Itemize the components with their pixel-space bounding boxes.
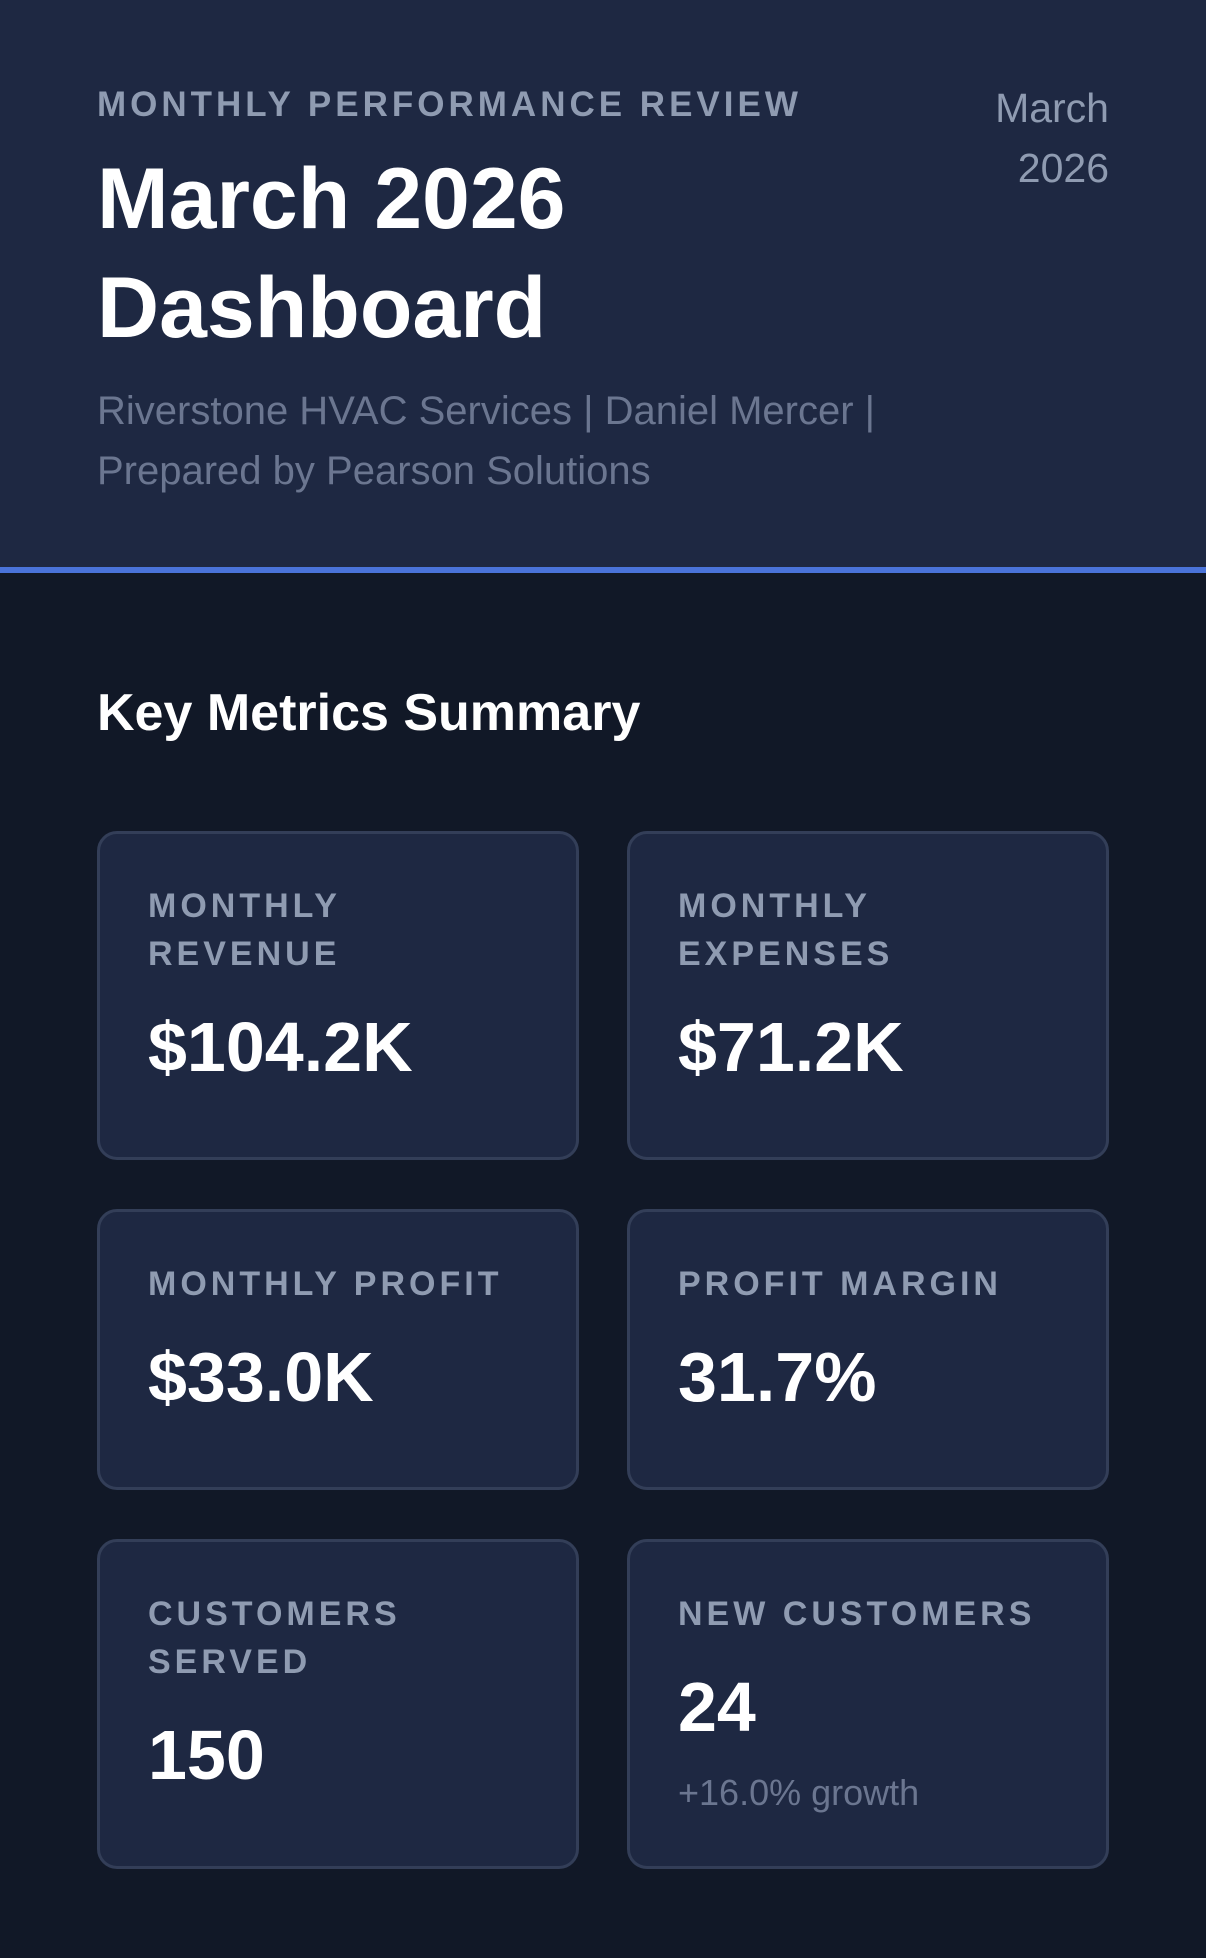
metric-value: 150 xyxy=(148,1716,265,1794)
metric-card-monthly-profit: MONTHLY PROFIT $33.0K xyxy=(97,1209,579,1490)
metric-label: PROFIT MARGIN xyxy=(678,1265,1002,1303)
report-eyebrow: MONTHLY PERFORMANCE REVIEW xyxy=(97,85,802,124)
metric-label: MONTHLY EXPENSES xyxy=(678,887,894,973)
metric-label: NEW CUSTOMERS xyxy=(678,1595,1036,1633)
metric-label: MONTHLY REVENUE xyxy=(148,887,341,973)
metric-value: 24 xyxy=(678,1668,756,1746)
metric-card-new-customers: NEW CUSTOMERS 24 +16.0% growth xyxy=(627,1539,1109,1869)
metric-card-profit-margin: PROFIT MARGIN 31.7% xyxy=(627,1209,1109,1490)
metric-value: $104.2K xyxy=(148,1008,413,1086)
metric-card-customers-served: CUSTOMERS SERVED 150 xyxy=(97,1539,579,1869)
report-date: March 2026 xyxy=(995,85,1109,191)
metric-card-monthly-revenue: MONTHLY REVENUE $104.2K xyxy=(97,831,579,1160)
report-subtitle: Riverstone HVAC Services | Daniel Mercer… xyxy=(97,389,876,493)
metric-card-monthly-expenses: MONTHLY EXPENSES $71.2K xyxy=(627,831,1109,1160)
growth-note: +16.0% growth xyxy=(678,1772,920,1813)
section-title: Key Metrics Summary xyxy=(97,684,641,742)
metric-label: CUSTOMERS SERVED xyxy=(148,1595,401,1681)
metric-label: MONTHLY PROFIT xyxy=(148,1265,503,1303)
report-header: MONTHLY PERFORMANCE REVIEW March 2026 Ma… xyxy=(0,0,1206,573)
metric-value: 31.7% xyxy=(678,1338,877,1416)
page-title: March 2026 Dashboard xyxy=(97,151,566,356)
metric-value: $71.2K xyxy=(678,1008,904,1086)
metric-value: $33.0K xyxy=(148,1338,374,1416)
